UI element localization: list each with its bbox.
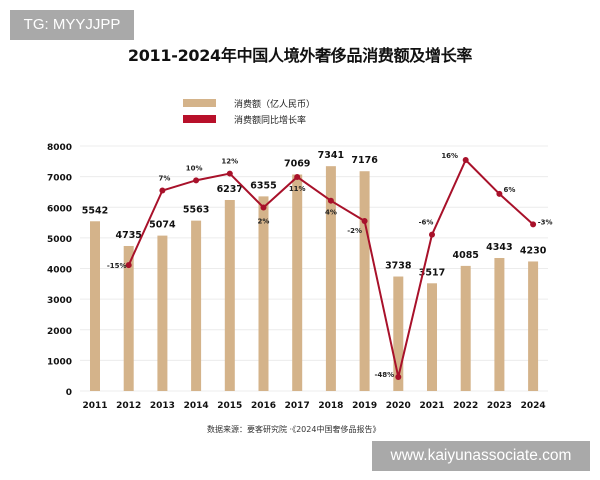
legend-swatch-line [183, 115, 216, 123]
bar [427, 283, 437, 391]
y-tick-label: 1000 [47, 357, 72, 367]
growth-point [496, 190, 503, 197]
y-tick-label: 7000 [47, 174, 72, 184]
growth-rate-label: -3% [538, 218, 553, 226]
legend-item-line: 消费额同比增长率 [183, 111, 315, 127]
legend-item-bar: 消费额（亿人民币） [183, 95, 315, 111]
watermark-top: TG: MYYJJPP [10, 10, 134, 40]
bar-value-label: 5563 [183, 205, 209, 216]
growth-point [260, 204, 267, 211]
bar [292, 174, 303, 391]
bar [157, 235, 168, 391]
bar [90, 221, 100, 391]
bar [325, 166, 336, 391]
bar [460, 265, 471, 391]
growth-rate-label: 2% [258, 217, 270, 225]
growth-point [294, 173, 301, 180]
growth-rate-label: -15% [107, 262, 127, 270]
bar-value-label: 4343 [486, 242, 512, 253]
growth-rate-label: 11% [289, 185, 306, 193]
growth-rate-label: 16% [441, 152, 458, 160]
growth-rate-label: 4% [325, 209, 337, 217]
bar-value-label: 6355 [250, 180, 276, 191]
growth-rate-label: 12% [221, 158, 238, 166]
x-tick-label: 2012 [116, 401, 141, 411]
x-tick-label: 2013 [150, 401, 175, 411]
bar-value-label: 3517 [419, 267, 445, 278]
growth-rate-label: -2% [347, 227, 362, 235]
bar-value-label: 5074 [149, 220, 176, 231]
bar-value-label: 7341 [318, 150, 344, 161]
legend-swatch-bar [183, 99, 216, 107]
y-tick-label: 8000 [47, 143, 72, 153]
bar-value-label: 4735 [115, 230, 141, 241]
growth-point [327, 197, 334, 204]
y-tick-label: 6000 [47, 204, 72, 214]
legend-label-line: 消费额同比增长率 [234, 115, 307, 126]
growth-rate-label: -6% [419, 219, 434, 227]
x-tick-label: 2018 [318, 401, 343, 411]
x-tick-label: 2016 [251, 401, 276, 411]
growth-point [429, 231, 435, 238]
bar-value-label: 7069 [284, 159, 310, 170]
y-tick-label: 0 [66, 388, 72, 398]
data-source: 数据来源：要客研究院 ·《2024中国奢侈品报告》 [207, 425, 381, 434]
y-tick-label: 3000 [47, 296, 72, 306]
bar [191, 220, 202, 391]
x-tick-label: 2014 [184, 401, 209, 411]
growth-point [226, 170, 233, 177]
watermark-bottom: www.kaiyunassociate.com [372, 441, 590, 471]
bar-value-label: 4230 [520, 245, 547, 256]
x-tick-label: 2023 [487, 401, 512, 411]
bar-value-label: 4085 [452, 250, 478, 261]
bar [528, 261, 539, 391]
x-tick-label: 2020 [386, 401, 411, 411]
growth-point [125, 262, 132, 269]
growth-point [395, 374, 402, 380]
growth-rate-label: 6% [503, 186, 515, 194]
y-tick-label: 5000 [47, 235, 72, 245]
growth-point [530, 221, 537, 228]
bar [123, 245, 134, 391]
bar [393, 276, 404, 391]
x-tick-label: 2011 [82, 401, 107, 411]
bar-value-label: 3738 [385, 261, 412, 272]
bar [224, 199, 235, 391]
bar-value-label: 5542 [82, 205, 108, 216]
growth-rate-label: 10% [186, 164, 203, 172]
x-tick-label: 2022 [453, 401, 478, 411]
legend-label-bar: 消费额（亿人民币） [234, 99, 316, 110]
chart-title: 2011-2024年中国人境外奢侈品消费额及增长率 [127, 46, 473, 65]
bar [359, 171, 370, 391]
x-tick-label: 2015 [217, 401, 242, 411]
bar [494, 257, 505, 391]
x-tick-label: 2019 [352, 401, 377, 411]
y-tick-label: 2000 [47, 327, 72, 337]
growth-rate-label: 7% [158, 175, 170, 183]
growth-point [159, 187, 166, 194]
legend: 消费额（亿人民币） 消费额同比增长率 [183, 95, 315, 127]
growth-point [462, 157, 469, 163]
bar-value-label: 7176 [351, 155, 378, 166]
x-tick-label: 2017 [285, 401, 310, 411]
growth-rate-label: -48% [374, 371, 394, 379]
growth-point [193, 177, 200, 184]
bar [258, 196, 269, 391]
growth-point [361, 218, 368, 225]
bar-value-label: 6237 [217, 184, 243, 195]
y-tick-label: 4000 [47, 266, 72, 276]
x-tick-label: 2024 [521, 401, 546, 411]
x-tick-label: 2021 [419, 401, 444, 411]
